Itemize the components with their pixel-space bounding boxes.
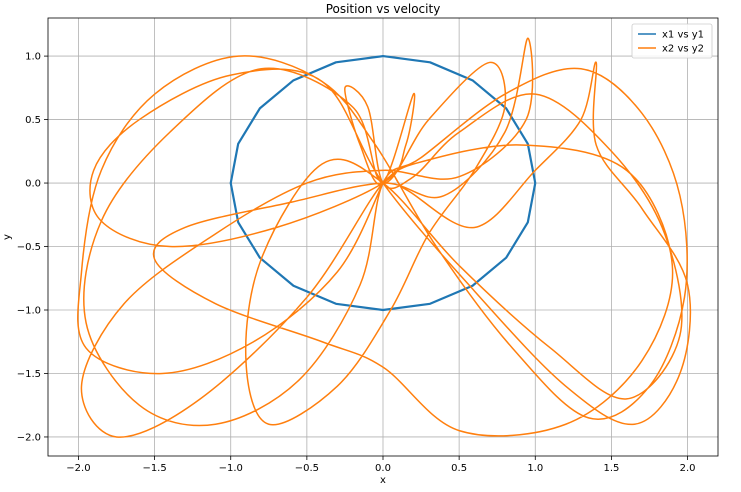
- y-tick-label: −2.0: [17, 432, 41, 443]
- y-tick-label: 1.0: [25, 52, 41, 63]
- legend: x1 vs y1 x2 vs y2: [631, 23, 713, 59]
- legend-entry-1: x1 vs y1: [662, 30, 704, 41]
- y-tick-label: −1.5: [17, 369, 41, 380]
- y-tick-label: 0.5: [25, 115, 41, 126]
- chart-title: Position vs velocity: [326, 2, 441, 16]
- series-line-2: [77, 37, 692, 438]
- legend-box: [631, 23, 713, 59]
- y-tick-label: −0.5: [17, 242, 41, 253]
- x-tick-label: 1.0: [527, 463, 543, 474]
- x-tick-label: −2.0: [66, 463, 90, 474]
- series-layer: [77, 37, 692, 438]
- ticks: −2.0 −1.5 −1.0 −0.5 0.0 0.5 1.0 1.5 2.0 1.0 0.5 0.0…: [17, 52, 696, 474]
- y-tick-label: −1.0: [17, 306, 41, 317]
- y-tick-label: 0.0: [25, 179, 41, 190]
- x-tick-label: −0.5: [295, 463, 319, 474]
- x-axis-label: x: [380, 475, 386, 486]
- x-tick-label: −1.0: [219, 463, 243, 474]
- x-tick-label: −1.5: [142, 463, 166, 474]
- legend-entry-2: x2 vs y2: [662, 44, 704, 55]
- x-tick-label: 2.0: [680, 463, 696, 474]
- x-tick-label: 0.0: [375, 463, 391, 474]
- y-axis-label: y: [2, 234, 13, 240]
- series-line-1: [229, 54, 537, 312]
- x-tick-label: 0.5: [451, 463, 467, 474]
- x-tick-label: 1.5: [603, 463, 619, 474]
